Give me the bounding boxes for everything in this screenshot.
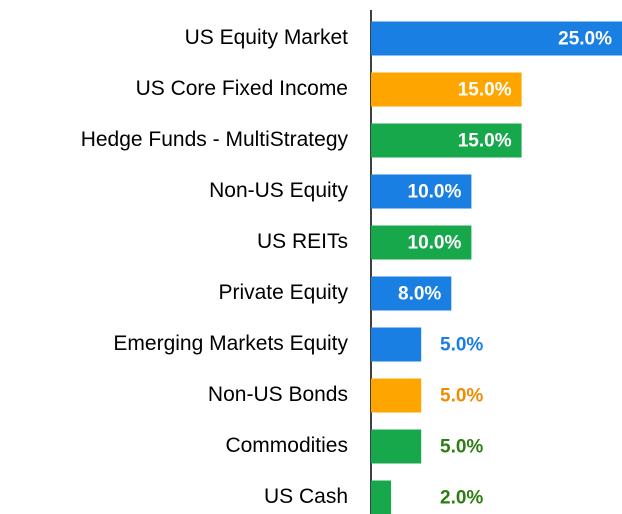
category-label: US REITs <box>257 230 348 253</box>
category-label: US Cash <box>264 485 348 508</box>
bar <box>371 429 422 464</box>
value-label: 5.0% <box>440 335 483 356</box>
category-label: Non-US Equity <box>209 179 348 202</box>
bar <box>371 480 392 514</box>
category-label: US Equity Market <box>185 26 349 49</box>
bar <box>371 21 622 56</box>
category-label: US Core Fixed Income <box>136 77 348 100</box>
category-label: Commodities <box>225 434 348 457</box>
value-label: 10.0% <box>408 182 462 203</box>
value-label: 5.0% <box>440 437 483 458</box>
value-label: 5.0% <box>440 386 483 407</box>
bar <box>371 174 472 209</box>
value-label: 15.0% <box>458 80 512 101</box>
value-label: 2.0% <box>440 488 483 509</box>
category-label: Hedge Funds - MultiStrategy <box>81 128 349 151</box>
bar <box>371 378 422 413</box>
value-label: 8.0% <box>398 284 441 305</box>
bar <box>371 123 522 158</box>
bar <box>371 276 452 311</box>
category-label: Non-US Bonds <box>208 383 348 406</box>
value-label: 25.0% <box>558 29 612 50</box>
category-label: Emerging Markets Equity <box>113 332 348 355</box>
bar <box>371 72 522 107</box>
value-label: 10.0% <box>408 233 462 254</box>
bar <box>371 225 472 260</box>
category-label: Private Equity <box>218 281 348 304</box>
bar <box>371 327 422 362</box>
value-label: 15.0% <box>458 131 512 152</box>
